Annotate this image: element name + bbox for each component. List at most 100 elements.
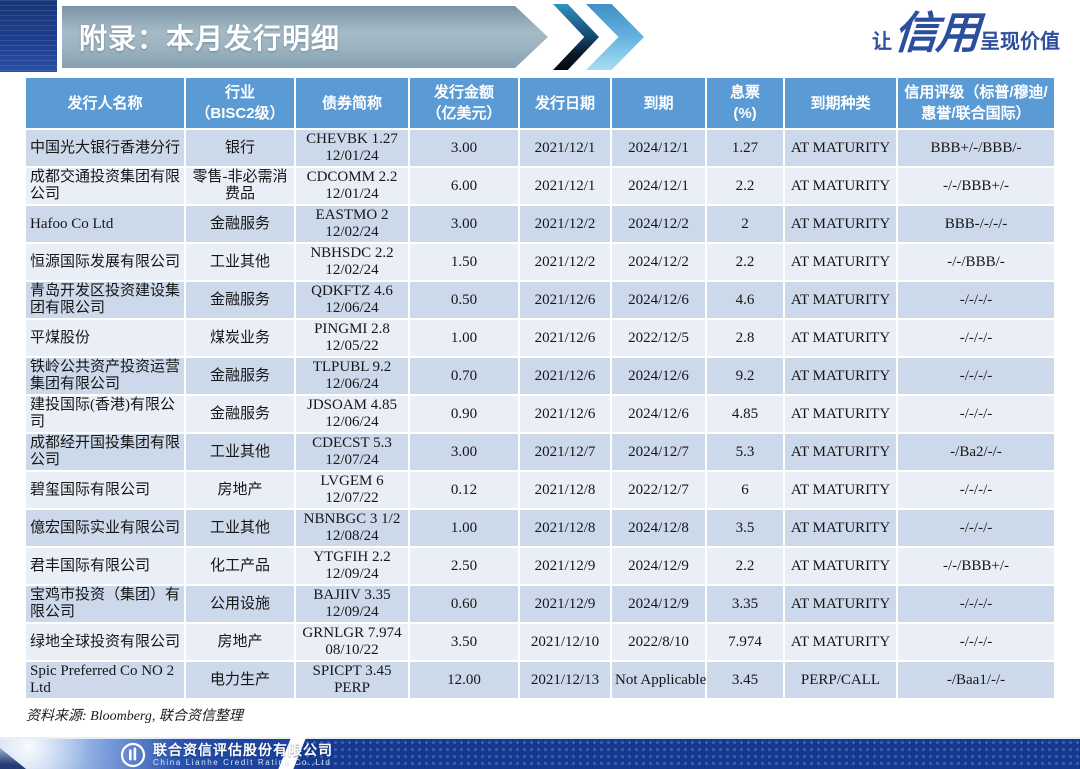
footer-bar-dotted-map	[297, 739, 1080, 769]
table-cell: 2024/12/8	[612, 510, 705, 546]
column-header: 到期种类	[785, 78, 896, 128]
table-row: Hafoo Co Ltd 金融服务 EASTMO 2 12/02/24 3.00 202…	[26, 206, 1054, 242]
table-cell: -/Baa1/-/-	[898, 662, 1054, 698]
table-cell: 2024/12/6	[612, 358, 705, 394]
table-cell: 工业其他	[186, 510, 294, 546]
lianhe-logo-icon	[120, 742, 146, 768]
table-cell: 建投国际(香港)有限公司	[26, 396, 184, 432]
table-cell: 青岛开发区投资建设集团有限公司	[26, 282, 184, 318]
table-cell: GRNLGR 7.974 08/10/22	[296, 624, 408, 660]
table-cell: 2021/12/6	[520, 396, 610, 432]
table-cell: 2	[707, 206, 783, 242]
table-cell: 0.60	[410, 586, 518, 622]
table-cell: 成都经开国投集团有限公司	[26, 434, 184, 470]
table-cell: 2021/12/1	[520, 168, 610, 204]
table-cell: -/-/BBB/-	[898, 244, 1054, 280]
table-cell: 2024/12/2	[612, 244, 705, 280]
table-cell: Spic Preferred Co NO 2 Ltd	[26, 662, 184, 698]
table-cell: 2021/12/9	[520, 586, 610, 622]
slogan-suffix: 呈现价值	[980, 31, 1060, 53]
table-cell: 3.00	[410, 434, 518, 470]
column-header: 发行人名称	[26, 78, 184, 128]
table-cell: PINGMI 2.8 12/05/22	[296, 320, 408, 356]
table-cell: 2.50	[410, 548, 518, 584]
table-cell: 煤炭业务	[186, 320, 294, 356]
table-cell: 3.00	[410, 130, 518, 166]
table-row: 平煤股份 煤炭业务 PINGMI 2.8 12/05/22 1.00 2021/12/6…	[26, 320, 1054, 356]
table-cell: JDSOAM 4.85 12/06/24	[296, 396, 408, 432]
table-cell: 2022/12/5	[612, 320, 705, 356]
table-section: 发行人名称 行业 （BISC2级） 债券简称 发行金额 （亿美元） 发行日期 到期 息票 (…	[24, 76, 1056, 725]
table-cell: 2022/8/10	[612, 624, 705, 660]
table-cell: 3.45	[707, 662, 783, 698]
table-cell: 银行	[186, 130, 294, 166]
table-cell: 金融服务	[186, 396, 294, 432]
table-cell: 君丰国际有限公司	[26, 548, 184, 584]
column-header: 发行日期	[520, 78, 610, 128]
brand-slogan: 让 信用 呈现价值	[872, 8, 1060, 59]
table-cell: 2024/12/6	[612, 396, 705, 432]
column-header: 债券简称	[296, 78, 408, 128]
table-cell: 金融服务	[186, 282, 294, 318]
column-header: 行业 （BISC2级）	[186, 78, 294, 128]
header-row: 发行人名称 行业 （BISC2级） 债券简称 发行金额 （亿美元） 发行日期 到期 息票 (…	[26, 78, 1054, 128]
table-cell: 7.974	[707, 624, 783, 660]
table-cell: Hafoo Co Ltd	[26, 206, 184, 242]
table-cell: AT MATURITY	[785, 586, 896, 622]
table-cell: 1.50	[410, 244, 518, 280]
table-row: 建投国际(香港)有限公司 金融服务 JDSOAM 4.85 12/06/24 0.90…	[26, 396, 1054, 432]
table-body: 中国光大银行香港分行 银行 CHEVBK 1.27 12/01/24 3.00 2021…	[26, 130, 1054, 698]
table-cell: BAJIIV 3.35 12/09/24	[296, 586, 408, 622]
table-cell: AT MATURITY	[785, 510, 896, 546]
table-cell: -/-/-/-	[898, 472, 1054, 508]
table-cell: NBNBGC 3 1/2 12/08/24	[296, 510, 408, 546]
table-cell: 2021/12/9	[520, 548, 610, 584]
table-cell: 2021/12/8	[520, 510, 610, 546]
table-cell: -/-/-/-	[898, 396, 1054, 432]
table-cell: 中国光大银行香港分行	[26, 130, 184, 166]
table-cell: 成都交通投资集团有限公司	[26, 168, 184, 204]
table-cell: 金融服务	[186, 358, 294, 394]
table-cell: -/-/-/-	[898, 624, 1054, 660]
table-cell: -/-/BBB+/-	[898, 168, 1054, 204]
table-cell: 2.8	[707, 320, 783, 356]
table-cell: YTGFIH 2.2 12/09/24	[296, 548, 408, 584]
corner-accent	[0, 0, 57, 72]
table-cell: 2024/12/9	[612, 586, 705, 622]
table-cell: 6.00	[410, 168, 518, 204]
title-banner: 附录：本月发行明细	[62, 6, 548, 68]
table-cell: -/-/-/-	[898, 320, 1054, 356]
table-cell: QDKFTZ 4.6 12/06/24	[296, 282, 408, 318]
table-cell: 金融服务	[186, 206, 294, 242]
table-cell: AT MATURITY	[785, 472, 896, 508]
table-cell: 房地产	[186, 624, 294, 660]
table-cell: AT MATURITY	[785, 434, 896, 470]
table-cell: EASTMO 2 12/02/24	[296, 206, 408, 242]
table-row: 绿地全球投资有限公司 房地产 GRNLGR 7.974 08/10/22 3.50 20…	[26, 624, 1054, 660]
table-cell: -/-/-/-	[898, 586, 1054, 622]
table-cell: 4.6	[707, 282, 783, 318]
table-cell: 2024/12/9	[612, 548, 705, 584]
table-cell: AT MATURITY	[785, 244, 896, 280]
table-cell: 碧玺国际有限公司	[26, 472, 184, 508]
table-cell: 化工产品	[186, 548, 294, 584]
table-cell: 3.00	[410, 206, 518, 242]
slogan-emphasis: 信用	[892, 8, 980, 59]
table-cell: CDCOMM 2.2 12/01/24	[296, 168, 408, 204]
table-cell: 2021/12/6	[520, 358, 610, 394]
table-cell: 2021/12/6	[520, 320, 610, 356]
table-cell: 宝鸡市投资（集团）有限公司	[26, 586, 184, 622]
company-logo: 联合资信评估股份有限公司 China Lianhe Credit Rating …	[120, 742, 333, 768]
table-cell: 零售-非必需消费品	[186, 168, 294, 204]
table-cell: 2024/12/2	[612, 206, 705, 242]
table-cell: 2024/12/6	[612, 282, 705, 318]
table-header: 发行人名称 行业 （BISC2级） 债券简称 发行金额 （亿美元） 发行日期 到期 息票 (…	[26, 78, 1054, 128]
table-cell: 2024/12/1	[612, 130, 705, 166]
table-cell: AT MATURITY	[785, 396, 896, 432]
table-row: 宝鸡市投资（集团）有限公司 公用设施 BAJIIV 3.35 12/09/24 0.6…	[26, 586, 1054, 622]
table-row: 恒源国际发展有限公司 工业其他 NBHSDC 2.2 12/02/24 1.50 202…	[26, 244, 1054, 280]
table-cell: 房地产	[186, 472, 294, 508]
table-row: 億宏国际实业有限公司 工业其他 NBNBGC 3 1/2 12/08/24 1.00 2…	[26, 510, 1054, 546]
table-cell: 億宏国际实业有限公司	[26, 510, 184, 546]
